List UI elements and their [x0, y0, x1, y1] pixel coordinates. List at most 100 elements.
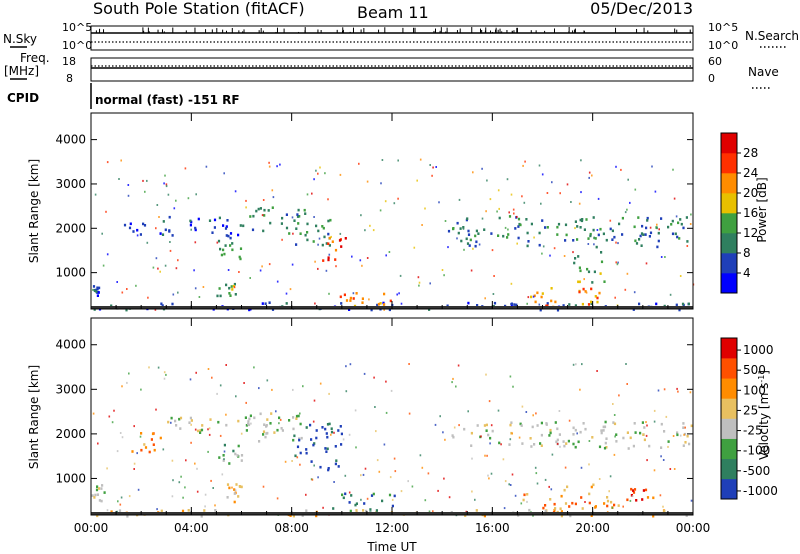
- velocity-scatter-point: [660, 455, 662, 458]
- power-cell: [576, 225, 579, 228]
- velocity-scatter-point: [240, 432, 243, 435]
- velocity-cell: [604, 420, 607, 424]
- power-cell: [678, 237, 681, 240]
- power-cell: [268, 301, 271, 304]
- power-cell: [476, 304, 479, 307]
- power-scatter-point: [261, 214, 264, 217]
- velocity-cell: [98, 499, 101, 502]
- power-cell: [550, 299, 553, 303]
- velocity-cell: [635, 499, 638, 502]
- velocity-scatter-point: [348, 433, 351, 436]
- velocity-cell: [209, 418, 212, 421]
- power-scatter-point: [540, 202, 542, 205]
- power-colorbar-tick-label: 4: [743, 266, 751, 280]
- power-scatter-point: [177, 291, 179, 294]
- power-scatter-point: [169, 241, 171, 243]
- freq-unit-label: [MHz]: [4, 64, 39, 78]
- power-scatter-point: [615, 165, 617, 168]
- velocity-scatter-point: [487, 474, 489, 477]
- power-cell: [533, 294, 536, 298]
- velocity-cell: [553, 508, 556, 512]
- velocity-scatter-point: [163, 377, 166, 380]
- velocity-cell: [605, 437, 608, 440]
- velocity-cell: [189, 416, 192, 420]
- power-scatter-point: [542, 245, 545, 248]
- power-cell: [572, 239, 575, 242]
- power-scatter-point: [102, 264, 105, 267]
- velocity-cell: [554, 421, 557, 424]
- velocity-scatter-point: [437, 489, 439, 492]
- power-cell: [132, 230, 135, 233]
- power-cell: [340, 302, 343, 305]
- power-cell: [574, 257, 577, 260]
- velocity-cell: [218, 456, 221, 459]
- power-scatter-point: [245, 199, 247, 202]
- velocity-cell: [463, 427, 466, 431]
- velocity-cell: [313, 442, 316, 445]
- power-cell: [584, 290, 587, 293]
- velocity-cell: [327, 468, 330, 472]
- power-scatter-point: [279, 163, 281, 166]
- velocity-scatter-point: [363, 372, 366, 375]
- power-cell: [574, 220, 577, 223]
- velocity-scatter-point: [690, 499, 693, 502]
- power-scatter-point: [360, 214, 362, 217]
- power-cell: [233, 282, 236, 286]
- velocity-cell: [612, 421, 615, 424]
- velocity-cell: [159, 436, 162, 440]
- power-scatter-point: [524, 160, 526, 163]
- power-cell: [680, 222, 683, 226]
- velocity-cell: [342, 496, 345, 500]
- power-scatter-point: [447, 246, 449, 249]
- power-cell: [213, 226, 216, 229]
- power-cell: [288, 232, 291, 235]
- power-scatter-point: [614, 296, 616, 299]
- velocity-cell: [558, 433, 561, 436]
- power-scatter-point: [478, 243, 481, 246]
- velocity-scatter-point: [207, 450, 209, 453]
- power-scatter-point: [588, 171, 591, 174]
- velocity-cell: [244, 416, 247, 419]
- velocity-cell: [355, 502, 358, 505]
- power-cell: [162, 220, 165, 223]
- power-cell: [225, 225, 228, 228]
- power-cell: [136, 228, 139, 232]
- power-scatter-point: [261, 265, 263, 268]
- power-cell: [466, 217, 469, 220]
- velocity-scatter-point: [534, 466, 537, 469]
- power-cell: [376, 303, 379, 307]
- power-cell: [678, 308, 681, 312]
- velocity-scatter-point: [525, 411, 528, 413]
- velocity-scatter-point: [243, 382, 245, 384]
- power-scatter-point: [383, 308, 385, 311]
- velocity-cell: [676, 433, 679, 437]
- power-cell: [447, 229, 451, 233]
- power-scatter-point: [175, 199, 177, 202]
- velocity-scatter-point: [484, 454, 486, 457]
- velocity-cell: [604, 441, 607, 445]
- power-scatter-point: [368, 298, 370, 301]
- power-cell: [681, 302, 685, 306]
- power-scatter-point: [306, 193, 309, 196]
- velocity-scatter-point: [502, 458, 505, 461]
- velocity-scatter-point: [133, 462, 136, 465]
- velocity-cell: [341, 493, 344, 497]
- power-scatter-point: [399, 274, 402, 277]
- power-scatter-point: [512, 208, 515, 211]
- power-cell: [267, 209, 270, 212]
- velocity-cell: [152, 443, 155, 446]
- power-scatter-point: [424, 207, 426, 210]
- power-scatter-point: [521, 195, 523, 198]
- velocity-cell: [300, 436, 303, 440]
- power-cell: [655, 302, 658, 306]
- velocity-scatter-point: [207, 368, 210, 370]
- power-cell: [613, 235, 616, 239]
- velocity-cell: [309, 423, 312, 427]
- power-scatter-point: [268, 161, 270, 164]
- power-cell: [168, 230, 171, 233]
- velocity-scatter-point: [559, 445, 561, 448]
- velocity-cell: [295, 417, 298, 420]
- power-scatter-point: [313, 216, 315, 218]
- velocity-cell: [148, 450, 151, 454]
- velocity-scatter-point: [598, 478, 601, 480]
